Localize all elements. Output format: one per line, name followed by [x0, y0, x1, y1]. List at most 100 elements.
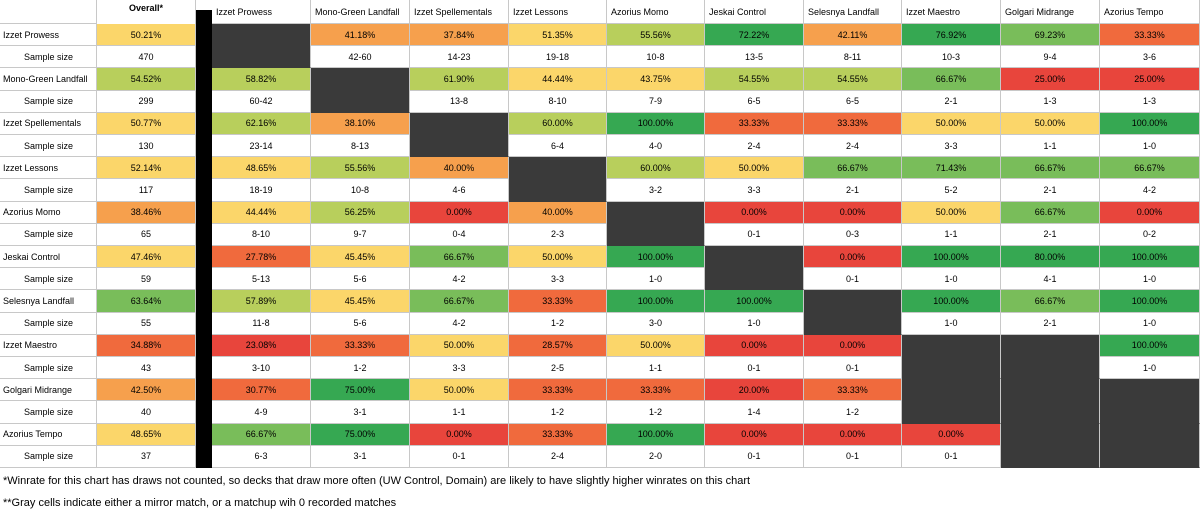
matchup-winrate: 50.00% [1001, 112, 1100, 135]
matchup-winrate: 56.25% [311, 201, 410, 224]
matchup-winrate: 33.33% [607, 379, 705, 402]
matchup-winrate: 100.00% [1100, 290, 1200, 313]
matchup-winrate: 57.89% [212, 290, 311, 313]
matchup-sample: 4-9 [212, 401, 311, 424]
matchup-winrate: 33.33% [509, 379, 607, 402]
matchup-sample: 0-1 [804, 357, 902, 380]
matchup-sample: 18-19 [212, 179, 311, 202]
matchup-winrate: 66.67% [902, 68, 1001, 91]
overall-sample: 37 [97, 445, 196, 468]
sample-size-label: Sample size [0, 90, 97, 113]
matchup-sample: 0-3 [804, 223, 902, 246]
matchup-winrate: 69.23% [1001, 24, 1100, 47]
matchup-winrate: 48.65% [212, 157, 311, 180]
matchup-sample: 1-0 [705, 312, 804, 335]
matchup-sample: 5-6 [311, 268, 410, 291]
matchup-sample: 4-1 [1001, 268, 1100, 291]
matchup-sample: 4-0 [607, 135, 705, 158]
matchup-sample: 2-0 [607, 445, 705, 468]
matchup-sample: 1-2 [509, 312, 607, 335]
matchup-winrate: 33.33% [804, 112, 902, 135]
sample-size-label: Sample size [0, 268, 97, 291]
matchup-sample: 1-1 [410, 401, 509, 424]
matchup-sample: 1-0 [1100, 268, 1200, 291]
row-label-azorius-tempo: Azorius Tempo [0, 423, 97, 446]
mirror-cell [1100, 379, 1200, 424]
matchup-winrate: 45.45% [311, 290, 410, 313]
column-header-mono-green-landfall: Mono-Green Landfall [311, 0, 410, 24]
matchup-sample: 2-1 [804, 179, 902, 202]
matchup-sample: 3-2 [607, 179, 705, 202]
matchup-winrate: 0.00% [804, 246, 902, 269]
overall-header: Overall* [97, 0, 196, 24]
matchup-winrate: 66.67% [1001, 157, 1100, 180]
matchup-winrate: 40.00% [410, 157, 509, 180]
row-label-izzet-spellementals: Izzet Spellementals [0, 112, 97, 135]
row-label-izzet-maestro: Izzet Maestro [0, 334, 97, 357]
matchup-winrate: 0.00% [1100, 201, 1200, 224]
matchup-winrate: 0.00% [410, 201, 509, 224]
matchup-winrate: 50.00% [705, 157, 804, 180]
matchup-winrate: 60.00% [607, 157, 705, 180]
matchup-sample: 2-1 [902, 90, 1001, 113]
overall-sample: 299 [97, 90, 196, 113]
overall-winrate: 47.46% [97, 246, 196, 269]
matchup-sample: 2-4 [804, 135, 902, 158]
matchup-winrate: 75.00% [311, 379, 410, 402]
matchup-winrate: 66.67% [804, 157, 902, 180]
matchup-winrate: 55.56% [607, 24, 705, 47]
matchup-winrate: 54.55% [705, 68, 804, 91]
matchup-sample: 1-4 [705, 401, 804, 424]
overall-winrate: 42.50% [97, 379, 196, 402]
row-label-golgari-midrange: Golgari Midrange [0, 379, 97, 402]
matchup-sample: 2-4 [509, 445, 607, 468]
overall-sample: 130 [97, 135, 196, 158]
header-blank [0, 0, 97, 24]
matchup-winrate: 75.00% [311, 423, 410, 446]
matchup-sample: 0-1 [804, 268, 902, 291]
mirror-cell [311, 68, 410, 113]
mirror-cell [902, 334, 1001, 380]
matchup-sample: 1-0 [902, 268, 1001, 291]
matchup-sample: 2-1 [1001, 223, 1100, 246]
matchup-sample: 3-3 [410, 357, 509, 380]
sample-size-label: Sample size [0, 401, 97, 424]
matchup-sample: 3-3 [705, 179, 804, 202]
matchup-winrate: 50.00% [410, 379, 509, 402]
matchup-sample: 60-42 [212, 90, 311, 113]
column-header-izzet-prowess: Izzet Prowess [212, 0, 311, 24]
matchup-winrate: 58.82% [212, 68, 311, 91]
overall-sample: 59 [97, 268, 196, 291]
matchup-sample: 23-14 [212, 135, 311, 158]
sample-size-label: Sample size [0, 179, 97, 202]
matchup-winrate: 44.44% [212, 201, 311, 224]
matchup-winrate: 25.00% [1100, 68, 1200, 91]
column-header-izzet-maestro: Izzet Maestro [902, 0, 1001, 24]
matchup-sample: 1-1 [902, 223, 1001, 246]
matchup-sample: 7-9 [607, 90, 705, 113]
row-label-izzet-lessons: Izzet Lessons [0, 157, 97, 180]
matchup-winrate: 62.16% [212, 112, 311, 135]
footnote-draws: *Winrate for this chart has draws not co… [3, 475, 751, 487]
matchup-sample: 6-3 [212, 445, 311, 468]
overall-winrate: 50.77% [97, 112, 196, 135]
matchup-sample: 5-6 [311, 312, 410, 335]
matchup-sample: 19-18 [509, 46, 607, 69]
matchup-winrate: 27.78% [212, 246, 311, 269]
matchup-winrate: 71.43% [902, 157, 1001, 180]
matchup-sample: 9-4 [1001, 46, 1100, 69]
matchup-winrate: 30.77% [212, 379, 311, 402]
matchup-winrate: 100.00% [1100, 112, 1200, 135]
matchup-winrate: 66.67% [1001, 201, 1100, 224]
matchup-sample: 14-23 [410, 46, 509, 69]
matchup-winrate: 41.18% [311, 24, 410, 47]
matchup-sample: 4-2 [410, 268, 509, 291]
matchup-winrate: 100.00% [607, 246, 705, 269]
matchup-sample: 11-8 [212, 312, 311, 335]
matchup-sample: 0-1 [705, 357, 804, 380]
matchup-sample: 1-2 [509, 401, 607, 424]
matchup-sample: 0-1 [705, 445, 804, 468]
overall-winrate: 38.46% [97, 201, 196, 224]
matchup-winrate: 44.44% [509, 68, 607, 91]
mirror-cell [1001, 379, 1100, 424]
